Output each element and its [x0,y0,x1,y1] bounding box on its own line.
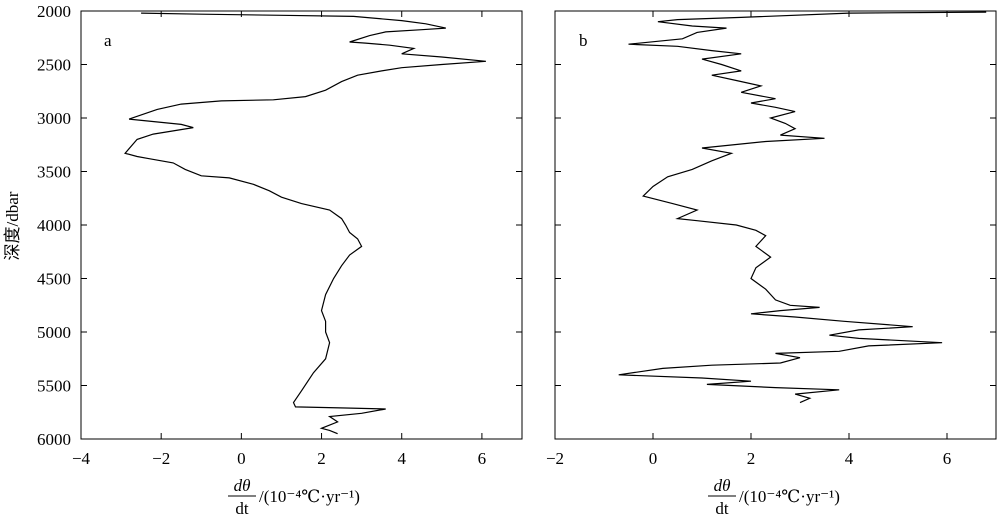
panel-b-label: b [579,31,588,50]
y-axis-title: 深度/dbar [3,191,22,260]
x-title-denominator: dt [235,499,249,518]
y-tick-label: 5000 [37,323,71,342]
y-tick-label: 2000 [37,2,71,21]
x-tick-label: −4 [72,449,91,468]
x-tick-label: 4 [397,449,406,468]
x-title-numerator: dθ [714,476,731,495]
panel-b-profile-line [618,11,987,404]
x-tick-label: −2 [546,449,564,468]
panel-a-frame [80,10,523,440]
y-tick-labels: 2000 2500 3000 3500 4000 4500 5000 5500 6000 [37,2,71,449]
panel-b: −2 0 2 4 6 b [546,10,997,468]
x-tick-label: −2 [152,449,170,468]
y-tick-label: 3500 [37,163,71,182]
x-tick-label: 4 [845,449,854,468]
x-title-unit: /(10⁻⁴℃·yr⁻¹) [739,487,840,506]
x-title-unit: /(10⁻⁴℃·yr⁻¹) [259,487,360,506]
y-tick-label: 2500 [37,56,71,75]
panel-a-x-axis-title: dθ dt /(10⁻⁴℃·yr⁻¹) [228,476,360,518]
panel-a-label: a [104,31,112,50]
x-tick-label: 2 [317,449,326,468]
x-tick-label: 0 [237,449,246,468]
panel-b-x-axis-title: dθ dt /(10⁻⁴℃·yr⁻¹) [708,476,840,518]
panel-a: −4 −2 0 2 4 6 a [72,10,523,468]
y-tick-label: 3000 [37,109,71,128]
y-tick-label: 4000 [37,216,71,235]
x-tick-label: 2 [747,449,756,468]
panel-a-profile-line [124,12,486,435]
x-tick-label: 0 [649,449,658,468]
y-tick-label: 4500 [37,270,71,289]
panel-a-ticks: −4 −2 0 2 4 6 [72,10,522,468]
x-tick-label: 6 [478,449,487,468]
y-tick-label: 6000 [37,430,71,449]
panel-b-ticks: −2 0 2 4 6 [546,10,996,468]
x-title-denominator: dt [715,499,729,518]
x-tick-label: 6 [943,449,952,468]
y-tick-label: 5500 [37,377,71,396]
x-title-numerator: dθ [234,476,251,495]
